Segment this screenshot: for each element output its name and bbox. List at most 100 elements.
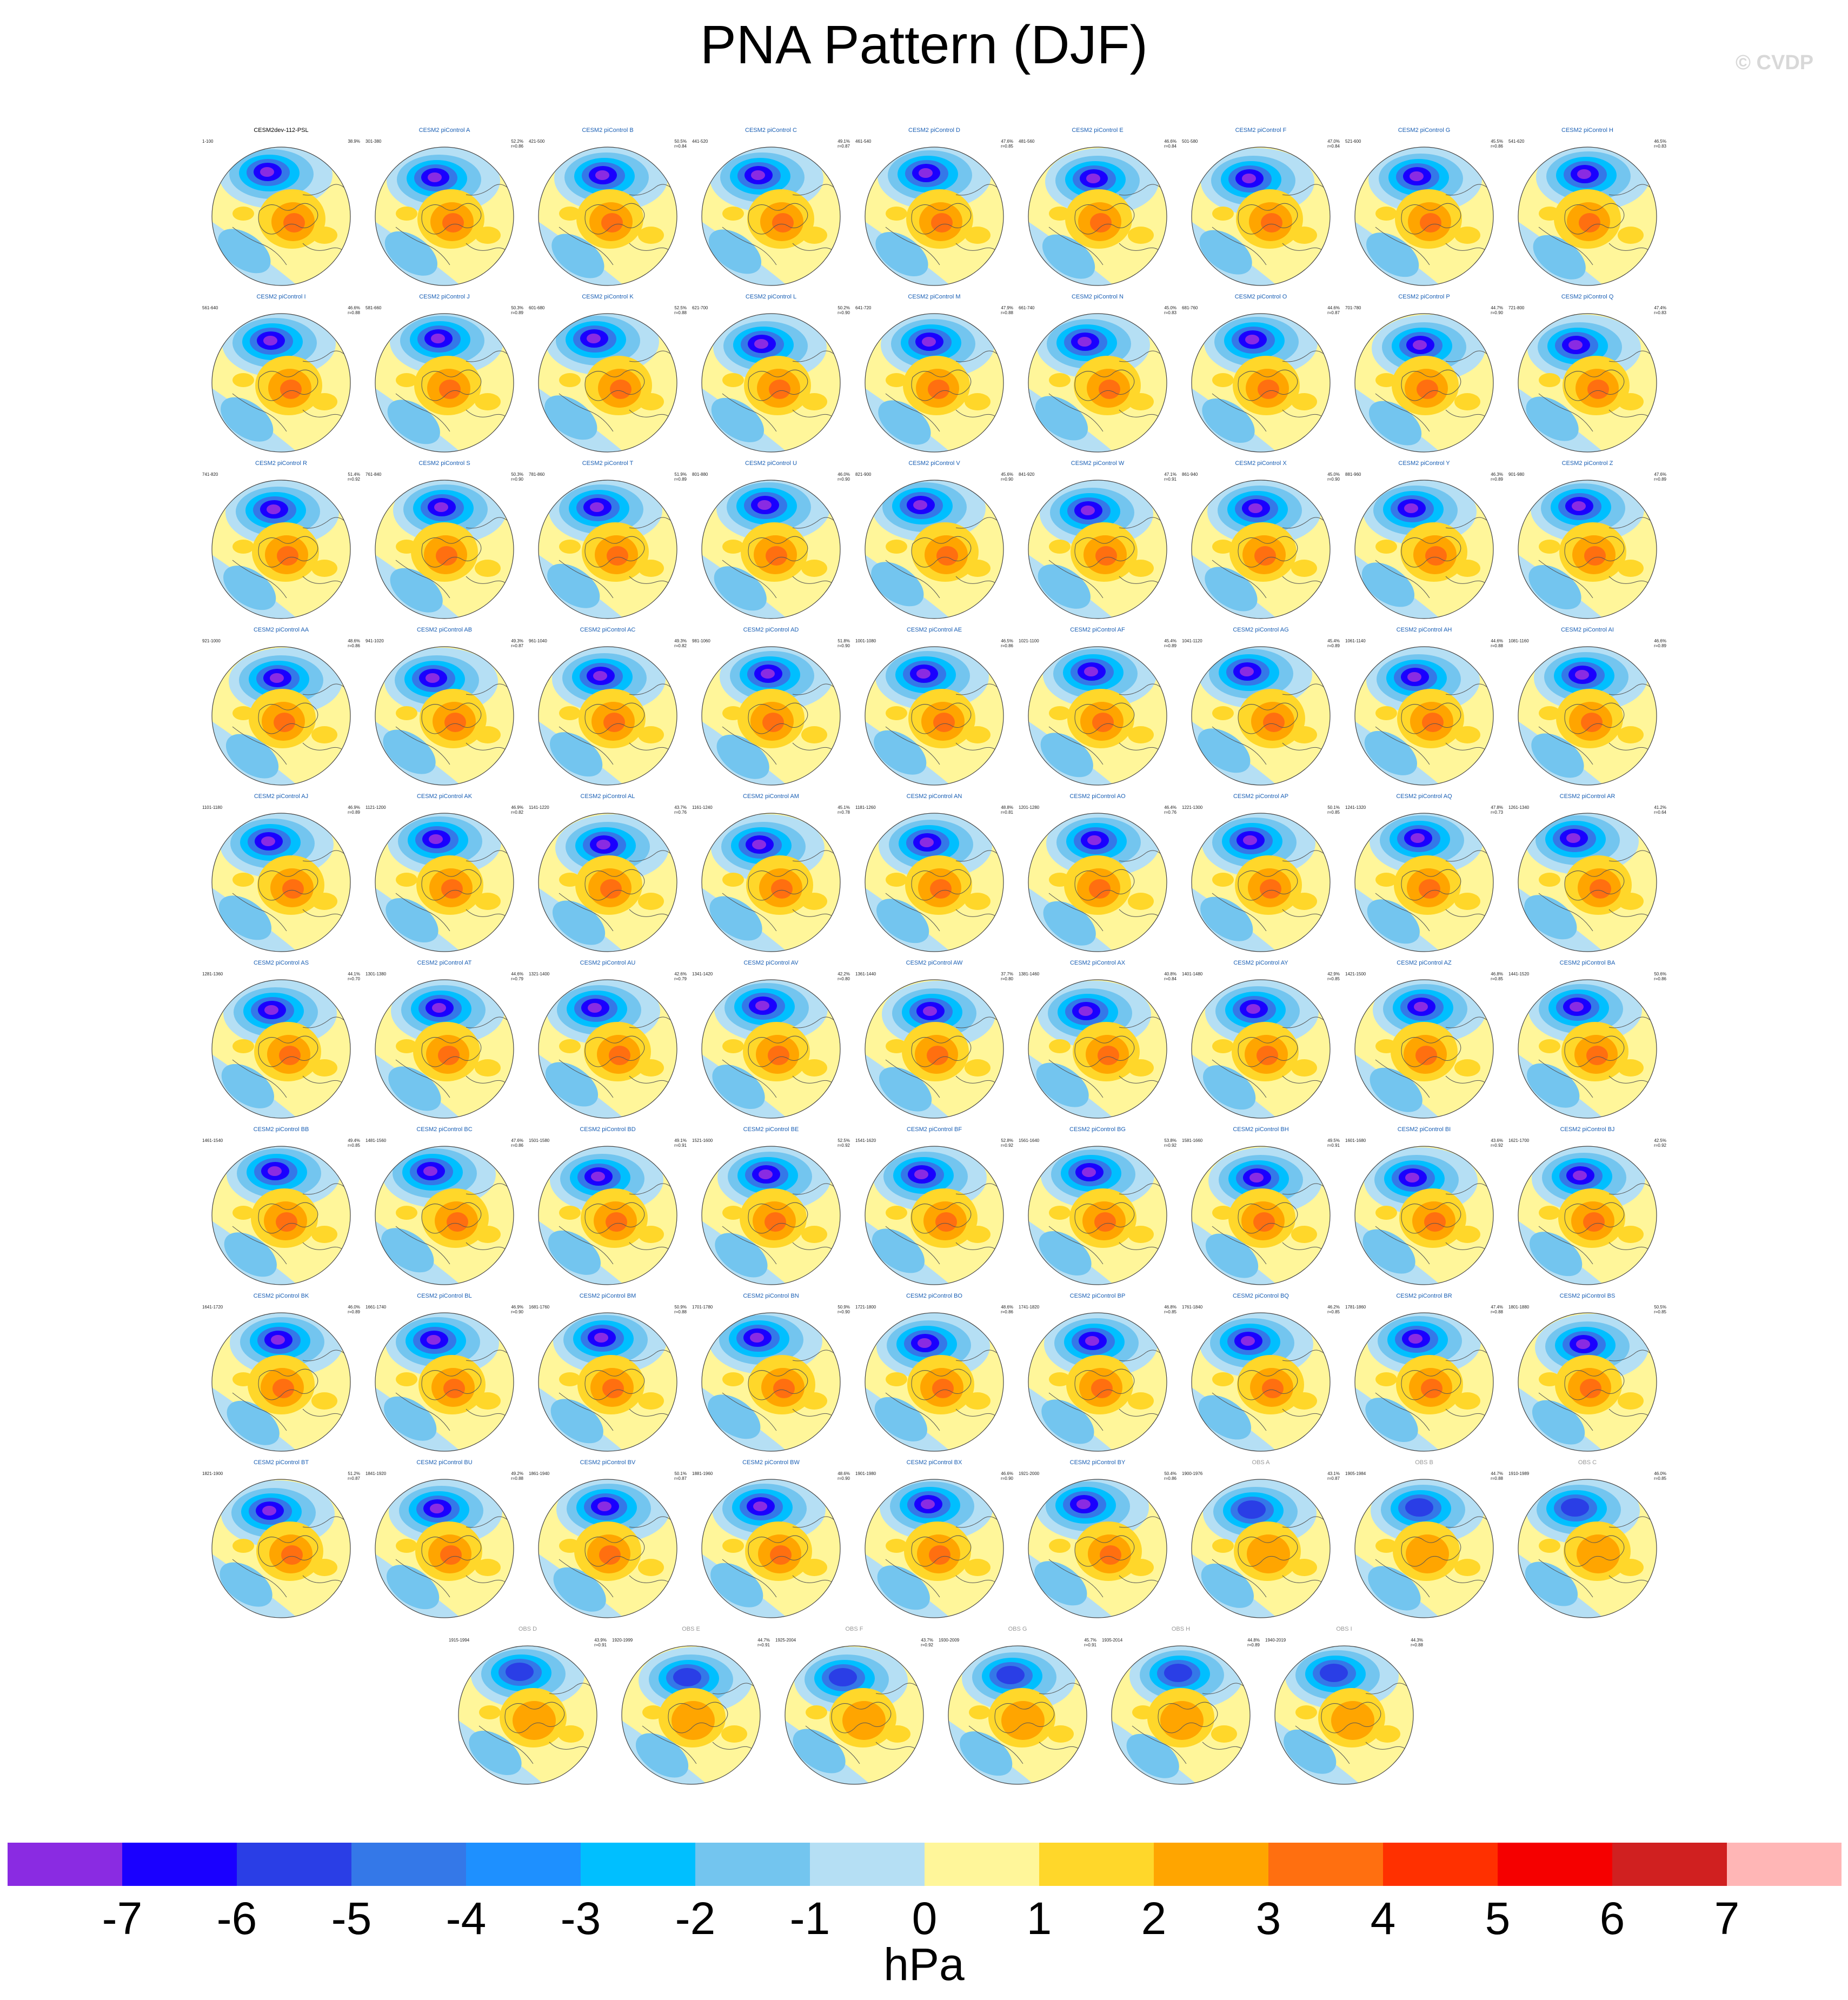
high-pressure-core	[935, 1212, 957, 1232]
colorbar-tick-label: 2	[1141, 1893, 1167, 1944]
panel-percent: 45.7%	[1084, 1638, 1096, 1643]
map-panel: CESM2 piControl AT 1301-1380 44.6% r=0.79	[363, 960, 526, 1122]
panel-years: 1581-1660	[1182, 1138, 1203, 1143]
high-pressure-contour	[1291, 227, 1317, 244]
map-border	[621, 1645, 761, 1785]
coastline	[421, 1535, 482, 1567]
high-pressure-core	[933, 713, 955, 732]
coastline	[302, 184, 347, 196]
panel-stats: 43.9% r=0.91	[594, 1638, 607, 1647]
panel-correlation: r=0.92	[1491, 1143, 1503, 1148]
panel-correlation: r=0.90	[837, 1476, 850, 1481]
high-pressure-contour	[1160, 1701, 1204, 1740]
panel-percent: 45.4%	[1164, 639, 1176, 643]
high-pressure-core	[1262, 1379, 1284, 1398]
panel-percent: 47.0%	[1327, 139, 1340, 144]
panel-years: 881-960	[1345, 472, 1361, 477]
panel-percent: 44.3%	[1411, 1638, 1423, 1643]
coastline	[1074, 369, 1135, 401]
high-pressure-contour	[886, 1539, 907, 1553]
coastline	[466, 850, 510, 862]
panel-years: 1301-1380	[365, 972, 387, 976]
panel-title: CESM2 piControl AU	[580, 960, 636, 966]
panel-title: CESM2 piControl AD	[743, 627, 799, 633]
map-panel: CESM2 piControl BB 1461-1540 49.4% r=0.85	[200, 1126, 362, 1288]
map-border	[538, 646, 677, 786]
negative-anomaly-region	[1284, 1729, 1337, 1774]
negative-anomaly-region	[712, 1064, 765, 1109]
low-pressure-core	[593, 671, 607, 681]
panel-title: CESM2 piControl Q	[1561, 294, 1614, 300]
panel-correlation: r=0.92	[1654, 1143, 1666, 1148]
high-pressure-contour	[1618, 560, 1644, 577]
panel-percent: 46.9%	[511, 805, 523, 810]
coastline	[911, 536, 972, 568]
high-pressure-contour	[558, 1725, 584, 1743]
low-pressure-core	[921, 1499, 935, 1509]
colorbar-tick-label: -5	[331, 1893, 372, 1944]
coastline	[792, 184, 836, 196]
panel-correlation: r=0.86	[348, 643, 360, 648]
panel-years: 1241-1320	[1345, 805, 1366, 810]
high-pressure-contour	[475, 1059, 501, 1077]
map-panel: CESM2 piControl BI 1601-1680 43.6% r=0.92	[1343, 1126, 1505, 1288]
high-pressure-contour	[396, 706, 417, 720]
panel-title: CESM2 piControl Z	[1561, 460, 1613, 467]
negative-anomaly-region	[793, 1729, 846, 1773]
map-panel: CESM2 piControl Y 881-960 46.3% r=0.89	[1343, 460, 1505, 622]
map-panel: CESM2 piControl G 521-600 45.5% r=0.86	[1343, 127, 1505, 289]
low-pressure-core	[923, 1006, 937, 1016]
panel-years: 941-1020	[365, 639, 384, 643]
high-pressure-contour	[396, 207, 417, 221]
coastline	[792, 1350, 836, 1361]
panel-percent: 41.2%	[1654, 805, 1666, 810]
high-pressure-contour	[311, 1559, 337, 1576]
map-border	[1354, 480, 1494, 619]
high-pressure-contour	[842, 1701, 886, 1740]
map-panel: OBS G 1930-2009 45.7% r=0.91	[936, 1626, 1099, 1788]
polar-map	[211, 813, 351, 952]
low-pressure-core	[1249, 1173, 1264, 1182]
panel-title: CESM2 piControl AK	[416, 793, 473, 800]
panel-percent: 52.5%	[837, 1138, 850, 1143]
panel-title: OBS A	[1252, 1459, 1270, 1466]
coastline	[258, 536, 318, 568]
panel-years: 521-600	[1345, 139, 1361, 144]
map-border	[1028, 1146, 1167, 1285]
high-pressure-core	[447, 1212, 468, 1232]
panel-stats: 50.3% r=0.89	[511, 305, 523, 315]
panel-years: 681-760	[1182, 305, 1198, 310]
map-panel: CESM2 piControl N 661-740 45.0% r=0.83	[1016, 294, 1179, 456]
panel-title: CESM2 piControl AT	[417, 960, 472, 966]
panel-percent: 47.6%	[1001, 139, 1013, 144]
map-border	[865, 646, 1004, 786]
map-border	[1354, 979, 1494, 1119]
coastline	[1282, 1516, 1326, 1528]
high-pressure-contour	[638, 1559, 664, 1576]
negative-anomaly-region	[388, 1066, 441, 1111]
panel-correlation: r=0.88	[1491, 1310, 1503, 1314]
coastline	[1039, 1683, 1083, 1695]
polar-map	[1354, 1146, 1494, 1285]
panel-correlation: r=0.90	[511, 477, 523, 482]
high-pressure-contour	[1539, 207, 1560, 221]
coastline	[584, 869, 645, 901]
high-pressure-core	[762, 713, 784, 732]
panel-stats: 52.5% r=0.88	[674, 305, 687, 315]
panel-percent: 50.5%	[674, 139, 687, 144]
low-pressure-core	[431, 334, 445, 343]
panel-stats: 44.3% r=0.88	[1411, 1638, 1423, 1647]
high-pressure-contour	[1618, 393, 1644, 410]
negative-anomaly-region	[872, 1228, 925, 1273]
coastline	[1564, 869, 1625, 901]
panel-stats: 48.6% r=0.86	[348, 639, 360, 648]
map-panel: OBS F 1925-2004 43.7% r=0.92	[773, 1626, 935, 1788]
polar-map	[1518, 480, 1657, 619]
panel-percent: 50.1%	[674, 1471, 687, 1476]
panel-stats: 47.6% r=0.89	[1654, 472, 1666, 482]
low-pressure-core	[264, 1005, 278, 1015]
coastline	[1401, 702, 1461, 734]
panel-correlation: r=0.86	[511, 1143, 523, 1148]
low-pressure-core	[754, 339, 768, 349]
polar-map	[211, 646, 351, 786]
